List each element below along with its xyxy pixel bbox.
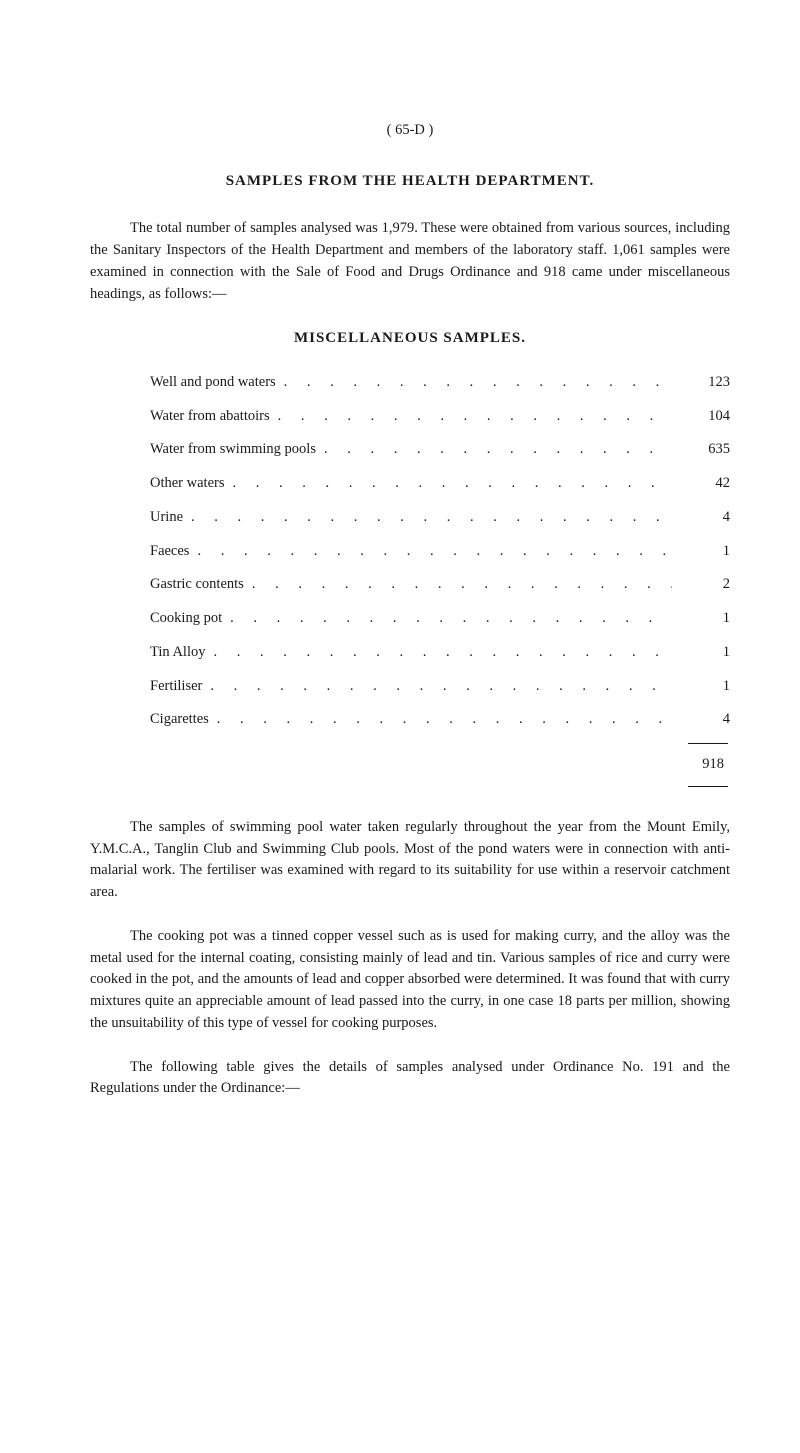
sample-label: Other waters xyxy=(150,473,224,495)
section-title: SAMPLES FROM THE HEALTH DEPARTMENT. xyxy=(90,170,730,193)
cooking-paragraph: The cooking pot was a tinned copper vess… xyxy=(90,926,730,1035)
sample-label: Fertiliser xyxy=(150,676,202,698)
sample-value: 635 xyxy=(680,439,730,461)
sample-label: Tin Alloy xyxy=(150,642,205,664)
table-row: Well and pond waters . . . . . . . . . .… xyxy=(150,372,730,394)
following-paragraph: The following table gives the details of… xyxy=(90,1057,730,1101)
table-row: Fertiliser . . . . . . . . . . . . . . .… xyxy=(150,676,730,698)
sample-value: 2 xyxy=(680,574,730,596)
leader-dots: . . . . . . . . . . . . . . . . . . . . … xyxy=(284,372,672,394)
sample-value: 1 xyxy=(680,541,730,563)
leader-dots: . . . . . . . . . . . . . . . . . . . . … xyxy=(278,406,672,428)
sample-label: Water from swimming pools xyxy=(150,439,316,461)
sample-value: 4 xyxy=(680,709,730,731)
sample-value: 4 xyxy=(680,507,730,529)
samples-table: Well and pond waters . . . . . . . . . .… xyxy=(150,372,730,731)
total-rule-bottom xyxy=(688,786,728,787)
total-value: 918 xyxy=(150,754,730,776)
sample-label: Well and pond waters xyxy=(150,372,276,394)
sample-value: 1 xyxy=(680,608,730,630)
table-row: Tin Alloy . . . . . . . . . . . . . . . … xyxy=(150,642,730,664)
sample-value: 123 xyxy=(680,372,730,394)
table-row: Urine . . . . . . . . . . . . . . . . . … xyxy=(150,507,730,529)
table-row: Water from swimming pools . . . . . . . … xyxy=(150,439,730,461)
leader-dots: . . . . . . . . . . . . . . . . . . . . … xyxy=(197,541,672,563)
sample-value: 1 xyxy=(680,676,730,698)
sample-label: Cooking pot xyxy=(150,608,222,630)
leader-dots: . . . . . . . . . . . . . . . . . . . . … xyxy=(232,473,672,495)
sample-label: Urine xyxy=(150,507,183,529)
page-number: ( 65-D ) xyxy=(90,120,730,142)
swimming-paragraph: The samples of swimming pool water taken… xyxy=(90,817,730,904)
sample-value: 104 xyxy=(680,406,730,428)
leader-dots: . . . . . . . . . . . . . . . . . . . . … xyxy=(191,507,672,529)
table-row: Water from abattoirs . . . . . . . . . .… xyxy=(150,406,730,428)
leader-dots: . . . . . . . . . . . . . . . . . . . . … xyxy=(213,642,672,664)
table-row: Cigarettes . . . . . . . . . . . . . . .… xyxy=(150,709,730,731)
leader-dots: . . . . . . . . . . . . . . . . . . . . … xyxy=(324,439,672,461)
leader-dots: . . . . . . . . . . . . . . . . . . . . … xyxy=(230,608,672,630)
leader-dots: . . . . . . . . . . . . . . . . . . . . … xyxy=(210,676,672,698)
intro-paragraph: The total number of samples analysed was… xyxy=(90,218,730,305)
subsection-title: MISCELLANEOUS SAMPLES. xyxy=(90,327,730,350)
table-row: Other waters . . . . . . . . . . . . . .… xyxy=(150,473,730,495)
leader-dots: . . . . . . . . . . . . . . . . . . . . … xyxy=(252,574,672,596)
sample-label: Faeces xyxy=(150,541,189,563)
total-rule-top xyxy=(688,743,728,744)
table-row: Faeces . . . . . . . . . . . . . . . . .… xyxy=(150,541,730,563)
sample-label: Cigarettes xyxy=(150,709,209,731)
sample-label: Gastric contents xyxy=(150,574,244,596)
leader-dots: . . . . . . . . . . . . . . . . . . . . … xyxy=(217,709,672,731)
table-row: Cooking pot . . . . . . . . . . . . . . … xyxy=(150,608,730,630)
total-block: 918 xyxy=(150,743,730,787)
sample-value: 42 xyxy=(680,473,730,495)
sample-value: 1 xyxy=(680,642,730,664)
sample-label: Water from abattoirs xyxy=(150,406,270,428)
table-row: Gastric contents . . . . . . . . . . . .… xyxy=(150,574,730,596)
